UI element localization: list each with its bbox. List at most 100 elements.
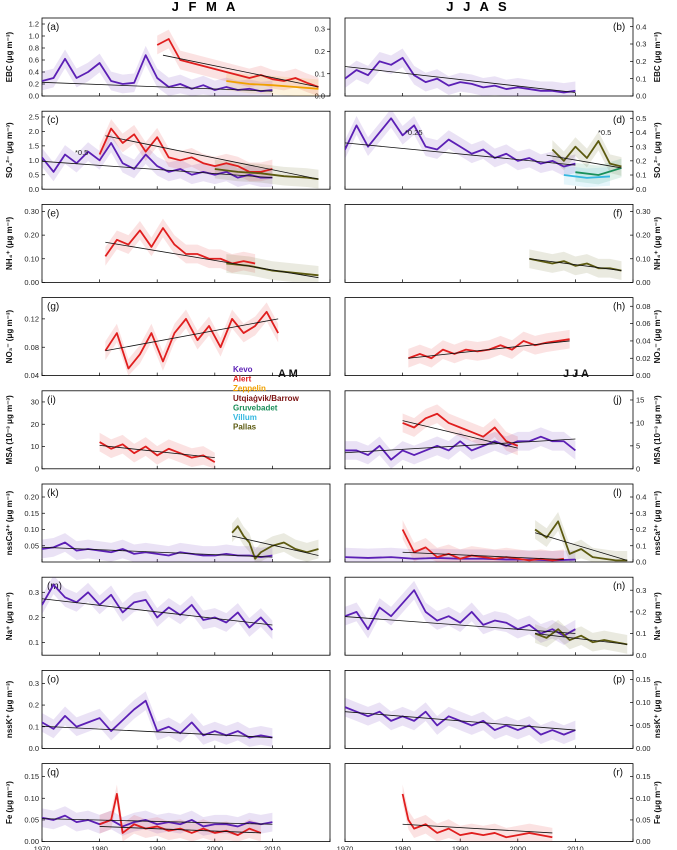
x-tick-label: 1990 — [149, 845, 166, 850]
y-axis-label: nssK⁺ (μg m⁻³) — [5, 680, 14, 738]
y-axis-label: SO₄²⁻ (μg m⁻³) — [653, 122, 662, 178]
y-tick-label: 0.10 — [636, 698, 651, 707]
y-axis-label: NO₃⁻ (μg m⁻³) — [5, 310, 14, 364]
y-tick-label: 0.6 — [29, 56, 39, 65]
band-alert — [105, 302, 279, 376]
panel-m: 0.10.20.3(m)Na⁺ (μg m⁻³) — [5, 576, 331, 656]
y-tick-label: 0.5 — [636, 114, 646, 123]
y-tick-label: 10 — [636, 419, 644, 428]
series-kevo — [345, 589, 576, 637]
x-tick-label: 2010 — [567, 845, 584, 850]
y-axis-label: EBC (μg m⁻³) — [653, 31, 662, 82]
y-axis-label: NH₄⁺ (μg m⁻³) — [5, 216, 14, 269]
panel-label: (i) — [47, 395, 56, 406]
panel-l: 0.0 0.1 0.2 0.3 0.4 (l) nssCa²⁺ (μg m⁻³) — [344, 483, 662, 567]
panel-frame — [41, 17, 331, 97]
y-tick-label: 0.10 — [24, 525, 39, 534]
band-alert — [402, 520, 564, 562]
y-tick-label: 0.1 — [636, 629, 646, 638]
trend-line — [535, 633, 628, 645]
band-pallas — [535, 512, 628, 562]
y-tick-label: 0.3 — [29, 679, 39, 688]
y-tick-label: 0.3 — [636, 142, 646, 151]
y-tick-label: 0.20 — [24, 231, 39, 240]
band-kevo — [42, 577, 273, 640]
y-tick-label: 0.4 — [29, 68, 39, 77]
panel-d: 0.0 0.1 0.2 0.3 0.4 0.5 (d) SO₄²⁻ (μg m⁻³) — [344, 110, 662, 194]
trend-line — [99, 445, 215, 459]
x-tick-label: 1970 — [34, 845, 51, 850]
y-tick-label: 0.0 — [636, 558, 646, 567]
panel-frame — [344, 297, 634, 377]
y-tick-label: 1.2 — [29, 20, 39, 29]
y-axis-label: Na⁺ (μg m⁻³) — [653, 592, 662, 640]
y-tick-label: 0.12 — [24, 314, 39, 323]
y-tick-label: 0.00 — [24, 837, 39, 846]
series-alert — [98, 127, 273, 173]
panel-label: (h) — [613, 302, 625, 313]
y-tick-label: 0.2 — [29, 80, 39, 89]
series-pallas — [534, 520, 628, 562]
y-tick-label: 20 — [31, 420, 39, 429]
series-kevo — [42, 142, 273, 179]
panel-a: 0.0 0.2 0.4 0.6 0.8 1.0 1.2 0.0 0.1 0.2 0.3 (a) EBC … — [5, 17, 331, 101]
trend-line — [345, 142, 576, 166]
panel-frame — [41, 670, 331, 749]
trend-line — [42, 598, 273, 626]
y-tick-label: 0.8 — [29, 44, 39, 53]
band-kevo — [42, 691, 273, 747]
panel-label: (k) — [47, 488, 59, 499]
y-tick-label: 0.04 — [24, 371, 39, 380]
panel-label: (j) — [613, 395, 622, 406]
series-alert — [104, 310, 279, 370]
trend-line — [162, 54, 319, 88]
series-zeppelin — [226, 80, 319, 90]
panel-frame — [41, 203, 331, 283]
panel-label: (e) — [47, 208, 59, 219]
trend-line — [408, 340, 570, 359]
y-axis-label: Fe (μg m⁻³) — [653, 781, 662, 824]
left-column-title: J F M A — [172, 0, 239, 14]
y-tick-label: 0.00 — [636, 837, 651, 846]
y-axis-label: NO₃⁻ (μg m⁻³) — [653, 310, 662, 364]
y-tick-label: 0.30 — [636, 207, 651, 216]
band-alert — [402, 404, 518, 456]
y-tick-label: 0.0 — [636, 651, 646, 660]
y-tick-label: 5 — [636, 441, 640, 450]
y-tick-label: 0.0 — [29, 185, 39, 194]
trend-line — [42, 160, 273, 179]
series-pallas — [551, 140, 622, 168]
panel-label: (f) — [613, 208, 622, 219]
panel-label: (p) — [613, 674, 625, 685]
legend-entry: Alert — [233, 375, 252, 384]
panel-c: 0.0 0.5 1.0 1.5 2.0 2.5 (c) SO₄²⁻ (μg m⁻³) — [5, 110, 331, 194]
band-kevo — [42, 45, 273, 96]
plot-area — [401, 784, 553, 842]
y-tick-label: 0.1 — [636, 171, 646, 180]
panel-frame — [344, 763, 634, 842]
legend-entry: Zeppelin — [233, 384, 266, 393]
y-tick-label: 0.2 — [636, 525, 646, 534]
y-tick-label: 0 — [636, 464, 640, 473]
panel-frame — [41, 110, 331, 190]
y-tick-label: 1.0 — [29, 32, 39, 41]
trend-line — [105, 135, 319, 180]
series-gruvebadet — [575, 167, 622, 176]
y-tick-label: 0.05 — [636, 721, 651, 730]
y-tick-label: 0.5 — [29, 170, 39, 179]
panel-frame — [41, 390, 331, 470]
annotations: *0.5 *0.25 *0.5 A M J J A — [75, 128, 611, 380]
right-y-tick-label: 0.2 — [315, 47, 325, 56]
right-y-tick-label: 0.3 — [315, 25, 325, 34]
y-tick-label: 0.0 — [29, 744, 39, 753]
y-tick-label: 0.15 — [636, 772, 651, 781]
y-tick-label: 0.1 — [636, 541, 646, 550]
panel-e: 0.00 0.10 0.20 0.30 (e) NH₄⁺ (μg m⁻³) — [5, 203, 331, 287]
panel-frame — [344, 203, 634, 283]
x-tick-label: 2000 — [509, 845, 526, 850]
panel-label: (n) — [613, 581, 625, 592]
legend-entry: Gruvebadet — [233, 403, 278, 412]
panel-p: 0.00 0.05 0.10 0.15 (p) nssK⁺ (μg m⁻³) — [344, 670, 662, 753]
panel-label: (b) — [613, 22, 625, 33]
